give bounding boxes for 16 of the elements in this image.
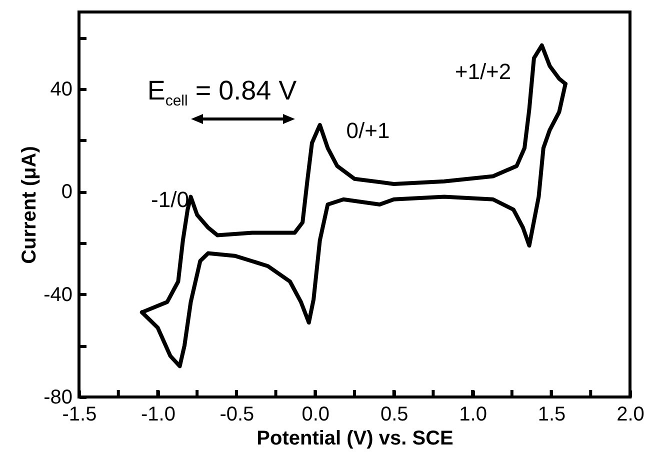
x-tick-label: 0.5 [380, 404, 408, 426]
y-tick-label: 0 [61, 181, 72, 204]
x-tick-label: 2.0 [616, 404, 644, 426]
y-axis-title: Current (μA) [18, 146, 41, 264]
annotation: -1/0 [151, 187, 189, 212]
x-tick-label: 1.5 [538, 404, 566, 426]
x-tick-label: 0.0 [302, 404, 330, 426]
x-tick-label: -1.0 [140, 404, 176, 426]
y-tick-label: -40 [44, 284, 72, 306]
x-axis-title: Potential (V) vs. SCE [256, 428, 454, 450]
annotation: E$_{cell}$ = 0.84 V [147, 76, 297, 110]
annotation: +1/+2 [454, 59, 512, 84]
x-tick-label: -0.5 [220, 404, 254, 426]
y-tick-label: 40 [50, 78, 72, 100]
annotation: 0/+1 [346, 118, 390, 143]
x-tick-label: 1.0 [459, 404, 487, 426]
